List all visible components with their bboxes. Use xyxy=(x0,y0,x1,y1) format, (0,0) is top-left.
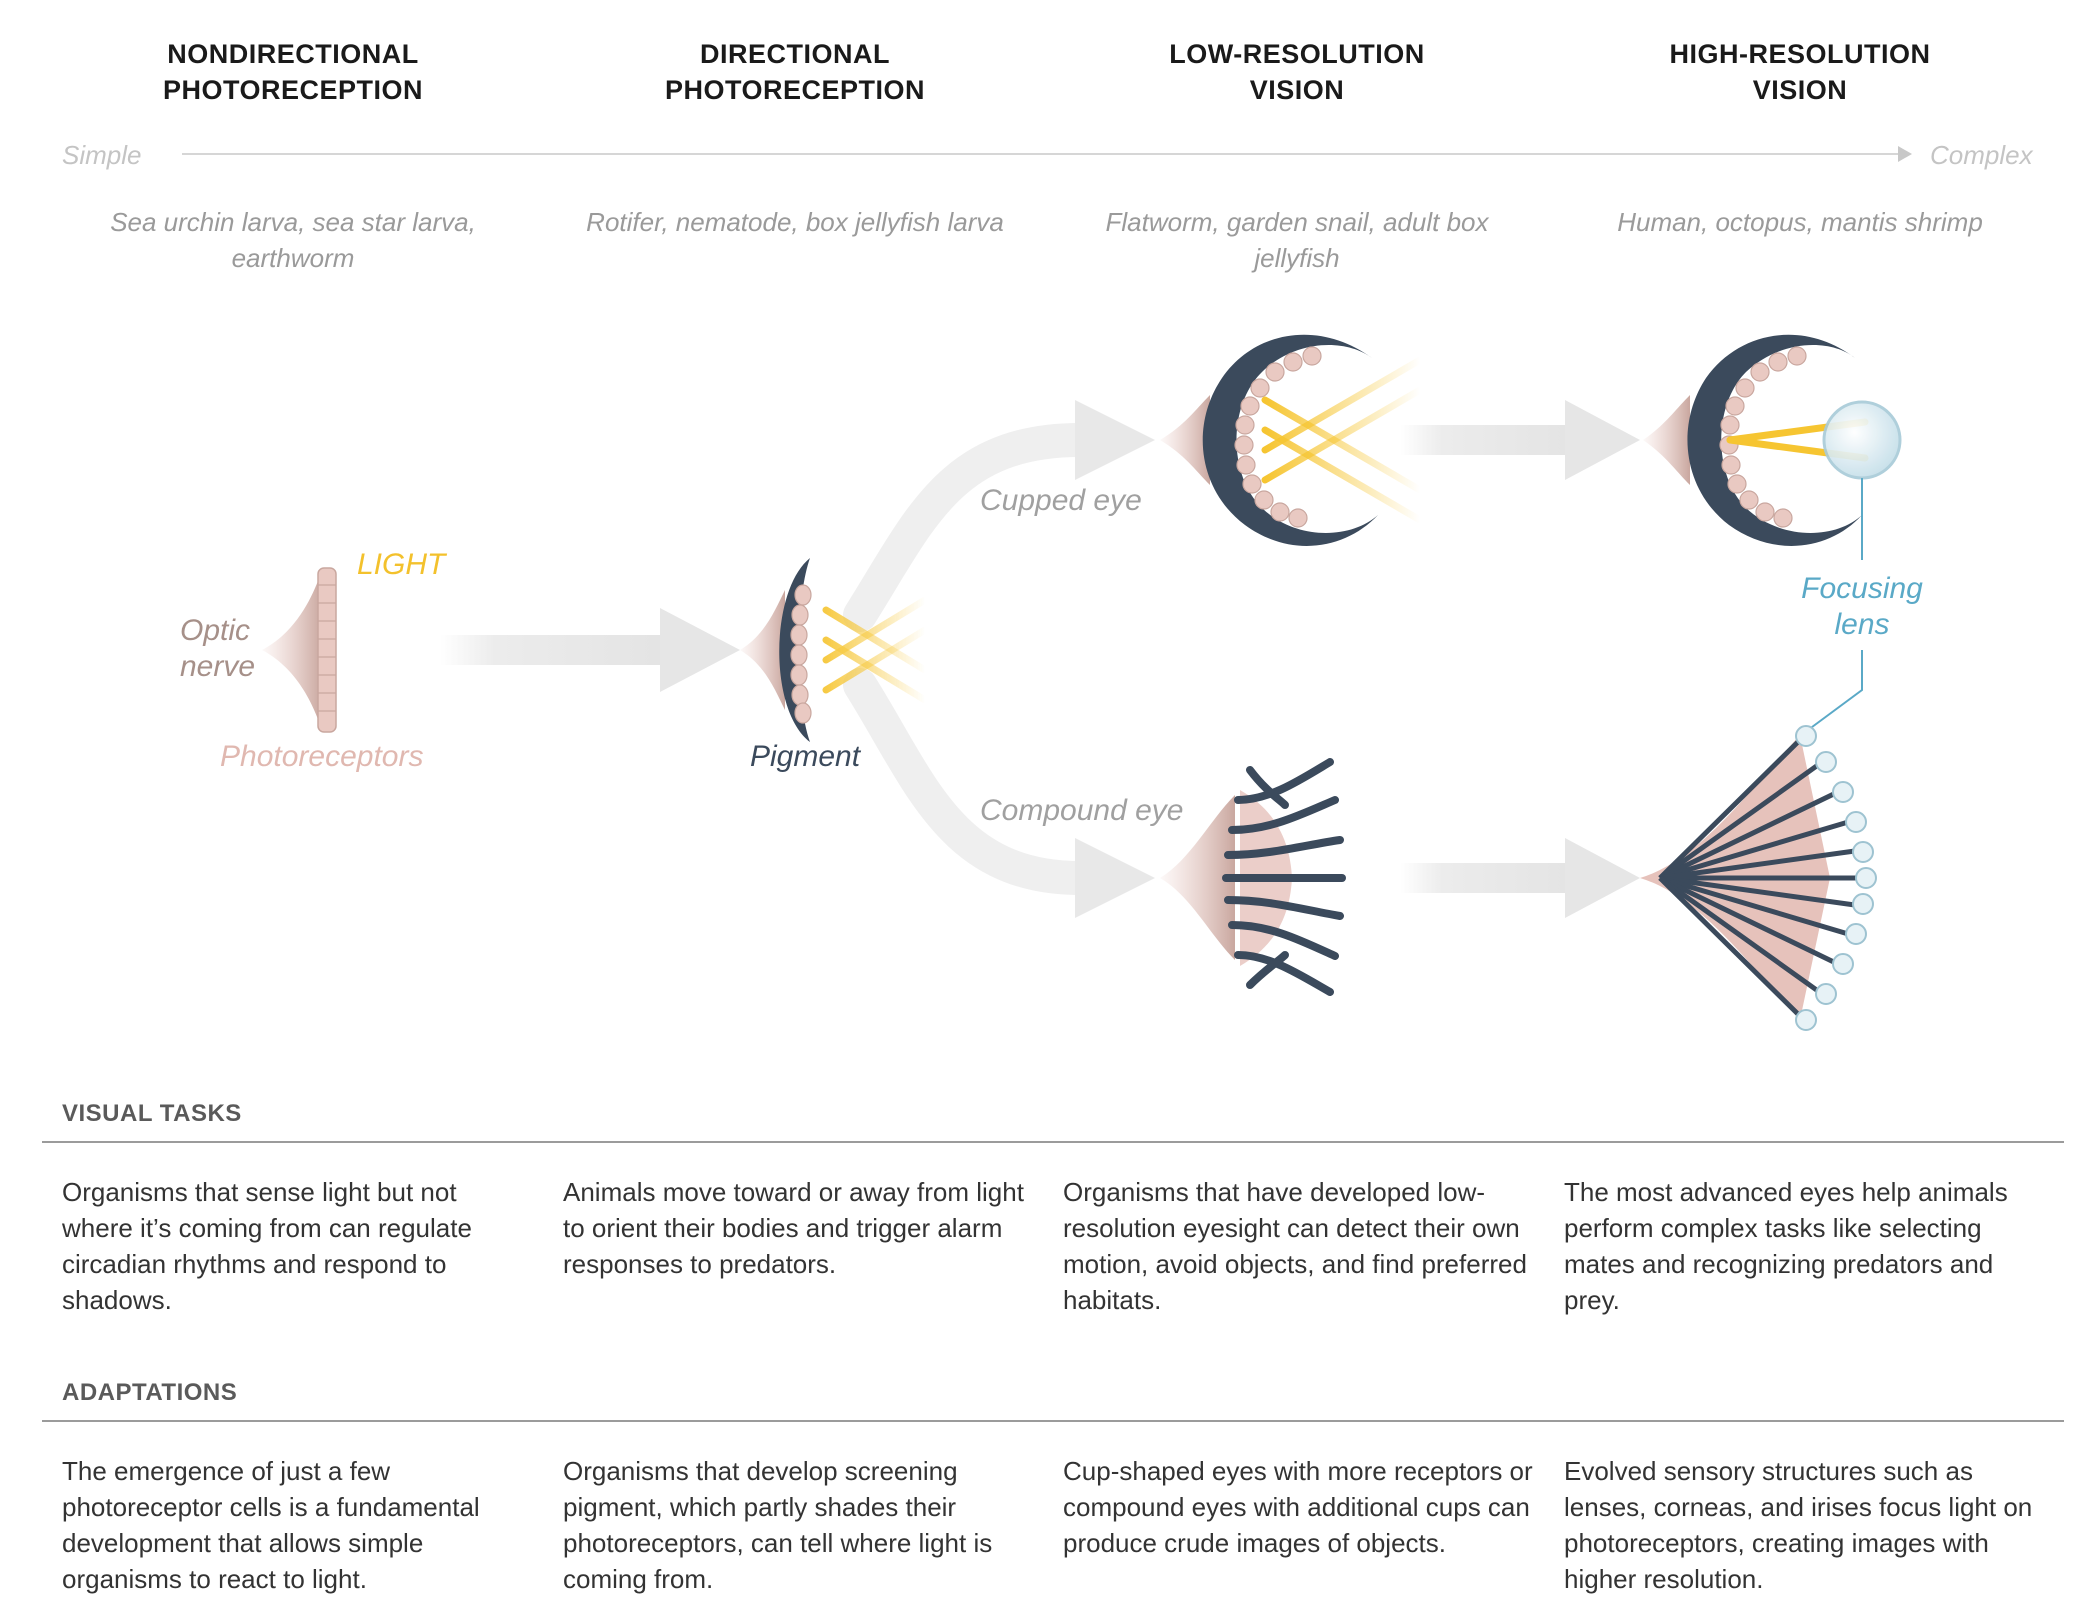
section-heading-visual-tasks: VISUAL TASKS xyxy=(62,1100,242,1127)
light-rays-compound-eye xyxy=(1286,764,1404,992)
visual-task-directional: Animals move toward or away from light t… xyxy=(563,1177,1024,1279)
eye-evolution-diagram: LIGHT Optic nerve Photoreceptors Pigment… xyxy=(180,146,1994,1031)
progression-arrow-compound xyxy=(1400,838,1640,918)
stage-title-low-resolution: LOW-RESOLUTION VISION xyxy=(1169,39,1425,105)
progression-arrow-1 xyxy=(440,608,740,692)
visual-task-low-resolution: Organisms that have developed low-resolu… xyxy=(1063,1177,1527,1315)
light-rays-stage2 xyxy=(822,596,929,704)
examples-nondirectional: Sea urchin larva, sea star larva, earthw… xyxy=(110,207,476,273)
label-focusing-lens-line1: Focusing xyxy=(1801,572,1923,605)
light-rays-stage1 xyxy=(348,588,449,708)
label-optic-nerve-line2: nerve xyxy=(180,650,255,683)
section-divider-visual-tasks xyxy=(42,1141,2064,1143)
visual-task-high-resolution: The most advanced eyes help animals perf… xyxy=(1564,1177,2008,1315)
axis-label-simple: Simple xyxy=(62,140,142,170)
examples-directional: Rotifer, nematode, box jellyfish larva xyxy=(586,207,1004,237)
stage-title-nondirectional: NONDIRECTIONAL PHOTORECEPTION xyxy=(162,39,424,105)
label-photoreceptors: Photoreceptors xyxy=(220,740,423,773)
cupped-eye xyxy=(1160,334,1378,546)
photoreceptor-patch xyxy=(262,567,337,733)
adaptation-directional: Organisms that develop screening pigment… xyxy=(563,1456,993,1594)
section-heading-adaptations: ADAPTATIONS xyxy=(62,1379,238,1406)
stage-title-high-resolution: HIGH-RESOLUTION VISION xyxy=(1669,39,1931,105)
pigment-eyespot xyxy=(740,558,812,742)
examples-high-resolution: Human, octopus, mantis shrimp xyxy=(1617,207,1983,237)
label-cupped-eye: Cupped eye xyxy=(980,484,1142,517)
section-divider-adaptations xyxy=(42,1420,2064,1422)
focusing-lens xyxy=(1822,400,1902,480)
adaptation-nondirectional: The emergence of just a few photorecepto… xyxy=(62,1456,480,1594)
progression-arrow-branch-down xyxy=(843,668,1155,918)
label-optic-nerve-line1: Optic xyxy=(180,614,250,647)
progression-arrow-branch-up xyxy=(843,400,1155,632)
adaptation-high-resolution: Evolved sensory structures such as lense… xyxy=(1564,1456,2033,1594)
advanced-compound-eye xyxy=(1640,725,1877,1031)
camera-eye xyxy=(1643,334,1862,546)
light-rays-cupped-eye xyxy=(1261,356,1424,524)
label-pigment: Pigment xyxy=(750,740,862,773)
label-light: LIGHT xyxy=(357,548,448,581)
label-compound-eye: Compound eye xyxy=(980,794,1183,827)
lens-leader-lines xyxy=(1807,478,1863,731)
stage-title-directional: DIRECTIONAL PHOTORECEPTION xyxy=(664,39,926,105)
axis-label-complex: Complex xyxy=(1930,140,2033,170)
label-focusing-lens-line2: lens xyxy=(1834,608,1889,641)
visual-task-nondirectional: Organisms that sense light but not where… xyxy=(62,1177,472,1315)
examples-low-resolution: Flatworm, garden snail, adult box jellyf… xyxy=(1105,207,1489,273)
complexity-axis-arrowhead xyxy=(1898,146,1912,162)
progression-arrow-cupped xyxy=(1400,400,1640,480)
light-rays-advanced-compound-eye xyxy=(1814,732,1964,1024)
adaptation-low-resolution: Cup-shaped eyes with more receptors or c… xyxy=(1063,1456,1533,1558)
